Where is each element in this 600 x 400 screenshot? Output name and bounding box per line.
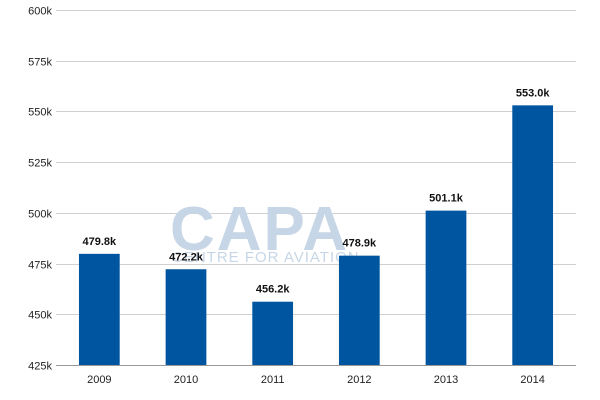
watermark-subtitle: CENTRE FOR AVIATION [172,249,360,266]
y-tick-label: 450k [28,310,52,322]
bar [165,269,207,365]
y-tick-label: 525k [28,158,52,170]
bar-value-label: 456.2k [256,284,291,296]
bar-value-label: 479.8k [83,236,118,248]
y-tick-label: 500k [28,209,52,221]
bars [78,105,554,365]
y-tick-label: 600k [28,6,52,18]
y-tick-label: 550k [28,107,52,119]
data-labels: 479.8k 472.2k 456.2k 478.9k 501.1k 553.0k [83,87,551,295]
x-tick-label: 2010 [174,374,198,386]
y-tick-label: 575k [28,57,52,69]
gridlines [56,10,576,366]
x-tick-label: 2009 [87,374,111,386]
bar-value-label: 472.2k [169,251,204,263]
bar [252,301,294,365]
capa-watermark: CAPA CENTRE FOR AVIATION [170,195,360,266]
bar [512,105,554,365]
bar [338,255,380,365]
x-tick-label: 2011 [261,374,285,386]
x-tick-label: 2014 [520,374,544,386]
x-tick-label: 2013 [434,374,458,386]
y-tick-label: 425k [28,361,52,373]
bar-value-label: 478.9k [343,238,378,250]
x-tick-label: 2012 [347,374,371,386]
y-axis-ticks: 425k 450k 475k 500k 525k 550k 575k 600k [28,6,52,373]
watermark-logo-text: CAPA [170,195,349,264]
bar [425,210,467,365]
bar-value-label: 501.1k [429,193,464,205]
y-tick-label: 475k [28,260,52,272]
bar [78,253,120,365]
x-axis-ticks: 2009 2010 2011 2012 2013 2014 [87,374,545,386]
bar-value-label: 553.0k [516,87,551,99]
